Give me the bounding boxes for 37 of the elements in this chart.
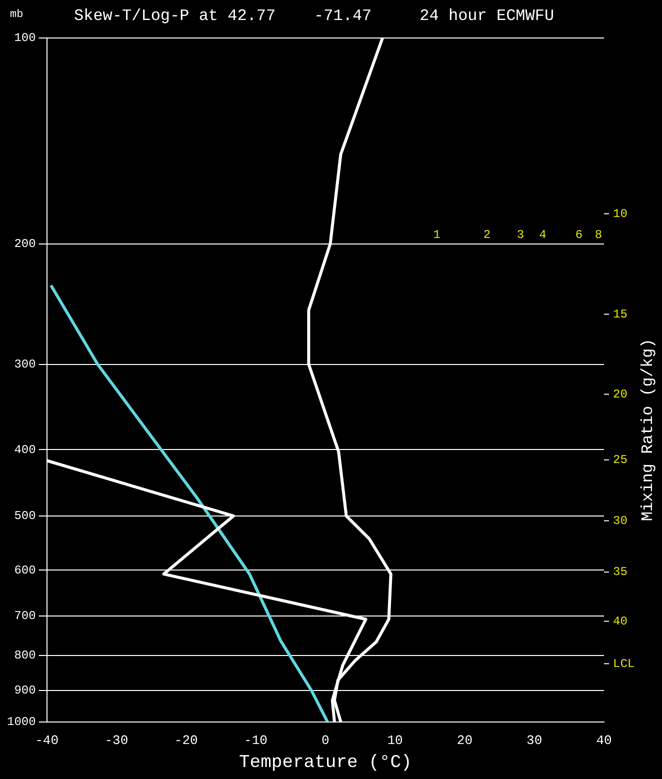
chart-title: Skew-T/Log-P at 42.77 -71.47 24 hour ECMWFU [74, 7, 554, 26]
text: 30 [613, 514, 628, 528]
x-tick-label: 0 [321, 733, 330, 748]
y-tick-label: 800 [14, 648, 36, 663]
x-tick-label: -40 [35, 733, 59, 748]
x-tick-label: -10 [244, 733, 268, 748]
y-tick-label: 400 [14, 442, 36, 457]
text: 15 [613, 307, 628, 322]
text: 20 [613, 387, 628, 402]
text: 25 [613, 453, 628, 468]
x-tick-label: -20 [174, 733, 198, 748]
annotation: 4 [539, 228, 546, 242]
y-tick-label: 300 [14, 357, 36, 372]
text: LCL [613, 656, 635, 671]
y-tick-label: 900 [14, 684, 36, 698]
text: 35 [613, 565, 628, 580]
y-tick-label: 700 [14, 609, 36, 624]
y-tick-label: 200 [14, 237, 36, 252]
x-tick-label: 30 [526, 733, 542, 748]
x-tick-label: 10 [387, 733, 403, 748]
annotation: 1 [433, 228, 440, 242]
x-tick-label: 20 [456, 733, 473, 748]
x-axis-title: Temperature (°C) [238, 752, 412, 773]
x-tick-label: -30 [104, 733, 128, 748]
y2-axis-title: Mixing Ratio (g/kg) [639, 338, 658, 522]
y-tick-label: 500 [14, 509, 36, 524]
annotation: 8 [594, 228, 602, 242]
text: 40 [613, 614, 628, 628]
annotation: 2 [483, 228, 491, 242]
y-axis-title: mb [10, 8, 24, 21]
y-tick-label: 1000 [6, 714, 36, 729]
annotation: 6 [575, 228, 583, 242]
y-tick-label: 600 [14, 563, 36, 578]
text: 10 [613, 206, 628, 221]
annotation: 3 [516, 228, 524, 242]
x-tick-label: 40 [596, 733, 612, 748]
y-tick-label: 100 [14, 31, 36, 46]
